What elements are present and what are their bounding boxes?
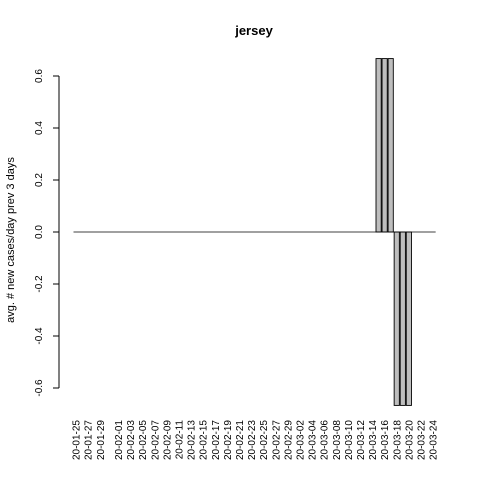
x-tick-label: 20-02-09 <box>162 420 173 460</box>
x-tick-label: 20-03-24 <box>429 420 440 460</box>
bar-20-03-20 <box>405 231 412 406</box>
y-tick-label: -0.2 <box>34 275 45 293</box>
y-tick-label: 0.0 <box>34 225 45 239</box>
x-tick-label: 20-02-25 <box>259 420 270 460</box>
y-tick-label: 0.4 <box>34 121 45 135</box>
x-tick-label: 20-03-16 <box>380 420 391 460</box>
x-tick-label: 20-01-29 <box>96 420 107 460</box>
x-tick-label: 20-03-14 <box>368 420 379 460</box>
bar-20-03-15 <box>375 58 382 233</box>
y-tick-label: -0.6 <box>34 379 45 397</box>
x-tick-label: 20-03-12 <box>356 420 367 460</box>
x-tick-label: 20-02-27 <box>271 420 282 460</box>
x-tick-label: 20-02-23 <box>247 420 258 460</box>
bar-20-03-19 <box>399 231 406 406</box>
x-tick-label: 20-03-08 <box>332 420 343 460</box>
x-tick-label: 20-03-18 <box>392 420 403 460</box>
bars-group <box>73 58 436 406</box>
x-tick-label: 20-03-04 <box>308 420 319 460</box>
y-tick-label: 0.6 <box>34 69 45 83</box>
x-tick-label: 20-02-07 <box>150 420 161 460</box>
x-tick-label: 20-02-21 <box>235 420 246 460</box>
x-tick-label: 20-02-15 <box>199 420 210 460</box>
bar-20-03-16 <box>381 58 388 233</box>
y-axis: -0.6 -0.4 -0.2 0.0 0.2 0.4 0.6 <box>34 69 60 397</box>
x-tick-label: 20-03-06 <box>320 420 331 460</box>
x-tick-label: 20-01-25 <box>72 420 83 460</box>
x-tick-label: 20-02-17 <box>211 420 222 460</box>
x-tick-label: 20-02-01 <box>114 420 125 460</box>
y-tick-label: -0.4 <box>34 327 45 345</box>
x-axis-tick-labels: 20-01-25 20-01-27 20-01-29 20-02-01 20-02-03… <box>72 420 440 460</box>
x-tick-label: 20-03-02 <box>295 420 306 460</box>
x-tick-label: 20-02-29 <box>283 420 294 460</box>
x-tick-label: 20-02-11 <box>174 420 185 460</box>
x-tick-label: 20-03-20 <box>404 420 415 460</box>
x-tick-label: 20-01-27 <box>84 420 95 460</box>
x-tick-label: 20-02-03 <box>126 420 137 460</box>
x-tick-label: 20-02-05 <box>138 420 149 460</box>
x-tick-label: 20-03-10 <box>344 420 355 460</box>
chart-title: jersey <box>234 23 273 38</box>
x-tick-label: 20-03-22 <box>416 420 427 460</box>
x-tick-label: 20-02-19 <box>223 420 234 460</box>
bar-20-03-17 <box>387 58 394 233</box>
bar-20-03-18 <box>393 231 400 406</box>
y-axis-label: avg. # new cases/day prev 3 days <box>5 157 17 323</box>
x-tick-label: 20-02-13 <box>187 420 198 460</box>
y-tick-label: 0.2 <box>34 173 45 187</box>
